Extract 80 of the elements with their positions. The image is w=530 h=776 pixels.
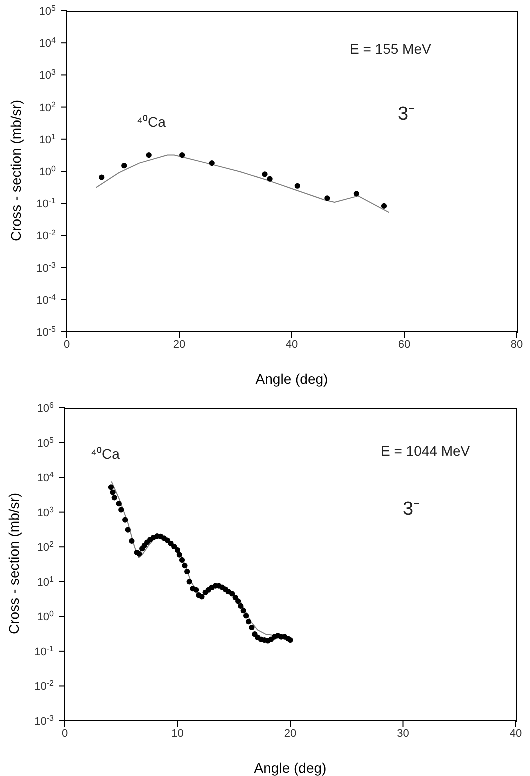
annotation: ⁴⁰Ca bbox=[137, 113, 166, 131]
x-tick-label: 20 bbox=[284, 728, 297, 740]
y-tick-label: 10$^{-2}$ bbox=[34, 678, 55, 694]
y-tick-label: 10$^{-3}$ bbox=[34, 714, 55, 728]
y-tick-label: 10$^{2}$ bbox=[37, 540, 55, 554]
point bbox=[122, 163, 128, 169]
y-tick-label: 10$^{6}$ bbox=[37, 400, 55, 415]
point bbox=[184, 569, 190, 575]
point bbox=[129, 538, 135, 544]
point bbox=[246, 619, 252, 625]
y-tick-label: 10$^{0}$ bbox=[37, 609, 55, 624]
y-tick-label: 10$^{-3}$ bbox=[36, 260, 57, 275]
point bbox=[110, 490, 116, 496]
point bbox=[186, 579, 192, 585]
point bbox=[174, 547, 181, 554]
point bbox=[230, 591, 236, 597]
point bbox=[194, 587, 200, 593]
point bbox=[381, 203, 388, 209]
point bbox=[136, 551, 142, 557]
point bbox=[182, 563, 188, 569]
point bbox=[354, 191, 360, 197]
point bbox=[176, 552, 182, 558]
point bbox=[122, 517, 128, 523]
point bbox=[179, 557, 186, 564]
x-tick-label: 10 bbox=[172, 728, 184, 740]
y-tick-label: 10$^{1}$ bbox=[39, 132, 57, 146]
y-tick-label: 10$^{0}$ bbox=[39, 164, 57, 178]
y-tick-label: 10$^{4}$ bbox=[39, 36, 57, 50]
point bbox=[324, 196, 330, 202]
point bbox=[180, 152, 186, 158]
x-axis-title: Angle (deg) bbox=[256, 371, 328, 387]
y-tick-label: 10$^{-1}$ bbox=[34, 644, 55, 658]
line-series bbox=[96, 154, 390, 214]
x-tick-label: 80 bbox=[510, 338, 524, 351]
point bbox=[125, 527, 131, 533]
point bbox=[238, 603, 244, 609]
x-tick-label: 40 bbox=[510, 728, 522, 740]
point bbox=[267, 176, 273, 182]
point bbox=[116, 501, 122, 507]
point bbox=[99, 174, 105, 180]
y-tick-label: 10$^{-1}$ bbox=[36, 196, 57, 211]
y-tick-label: 10$^{3}$ bbox=[39, 68, 57, 82]
y-tick-label: 10$^{3}$ bbox=[37, 504, 55, 520]
y-axis-title: Cross - section (mb/sr) bbox=[8, 100, 24, 242]
point bbox=[168, 540, 174, 546]
point bbox=[172, 544, 178, 550]
point bbox=[112, 495, 118, 501]
y-tick-label: 10$^{4}$ bbox=[37, 470, 55, 485]
y-axis-title: Cross - section (mb/sr) bbox=[6, 492, 22, 634]
y-tick-label: 10$^{-2}$ bbox=[36, 228, 57, 243]
point bbox=[118, 507, 124, 513]
point bbox=[288, 637, 294, 644]
x-tick-label: 30 bbox=[397, 728, 410, 740]
x-tick-label: 20 bbox=[173, 338, 186, 351]
y-tick-label: 10$^{-4}$ bbox=[36, 292, 57, 307]
y-tick-label: 10$^{5}$ bbox=[39, 4, 57, 18]
annotation: 3⁻ bbox=[403, 498, 420, 521]
x-axis-title: Angle (deg) bbox=[254, 760, 327, 776]
point bbox=[146, 152, 152, 158]
annotation: 3⁻ bbox=[398, 103, 415, 126]
point bbox=[108, 484, 114, 490]
point bbox=[244, 613, 250, 619]
annotation: E = 1044 MeV bbox=[381, 443, 470, 459]
y-tick-label: 10$^{5}$ bbox=[37, 435, 55, 450]
point bbox=[249, 624, 255, 631]
annotation: ⁴⁰Ca bbox=[91, 445, 120, 463]
x-tick-label: 60 bbox=[398, 338, 411, 351]
point bbox=[209, 160, 215, 166]
point bbox=[240, 608, 246, 614]
y-tick-label: 10$^{1}$ bbox=[37, 574, 55, 589]
point bbox=[199, 594, 205, 600]
point bbox=[235, 598, 242, 604]
point bbox=[294, 183, 300, 189]
x-tick-label: 0 bbox=[64, 338, 70, 351]
x-tick-label: 40 bbox=[286, 338, 298, 351]
y-tick-label: 10$^{2}$ bbox=[39, 100, 57, 114]
annotation: E = 155 MeV bbox=[350, 41, 432, 57]
y-tick-label: 10$^{-5}$ bbox=[36, 324, 57, 339]
point bbox=[262, 172, 268, 178]
x-tick-label: 0 bbox=[62, 728, 68, 740]
